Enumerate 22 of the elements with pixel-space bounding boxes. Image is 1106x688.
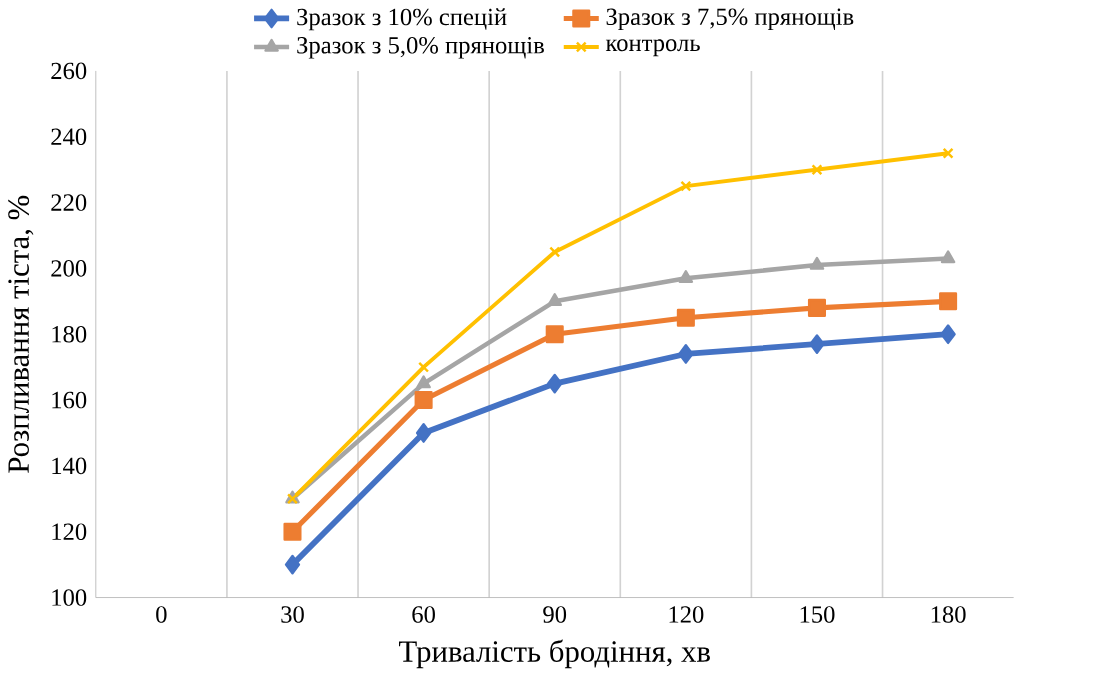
legend-label: контроль [605, 39, 700, 57]
x-tick-label: 30 [281, 606, 304, 623]
x-tick-label: 180 [931, 606, 966, 623]
x-tick-label: 120 [669, 606, 704, 623]
x-tick-label: 90 [543, 606, 567, 623]
legend-label: Зразок з 5,0% прянощів [297, 36, 544, 59]
y-tick-label: 240 [51, 128, 87, 146]
y-tick-label: 140 [52, 457, 87, 475]
y-tick-label: 120 [52, 523, 87, 540]
y-tick-label: 200 [51, 260, 87, 277]
x-tick-label: 150 [800, 606, 835, 623]
y-tick-label: 100 [52, 589, 87, 606]
x-axis-title: Тривалість бродіння, хв [399, 639, 710, 669]
y-tick-label: 180 [52, 325, 87, 343]
x-tick-label: 0 [156, 606, 167, 623]
y-axis-title: Розпливання тіста, % [8, 195, 34, 473]
x-tick-label: 60 [412, 606, 435, 623]
y-tick-label: 220 [51, 194, 87, 211]
legend-label: Зразок з 7,5% прянощів [606, 8, 854, 31]
y-tick-label: 260 [51, 62, 87, 80]
legend-label: Зразок з 10% спецій [297, 8, 507, 31]
y-tick-label: 160 [52, 391, 87, 409]
